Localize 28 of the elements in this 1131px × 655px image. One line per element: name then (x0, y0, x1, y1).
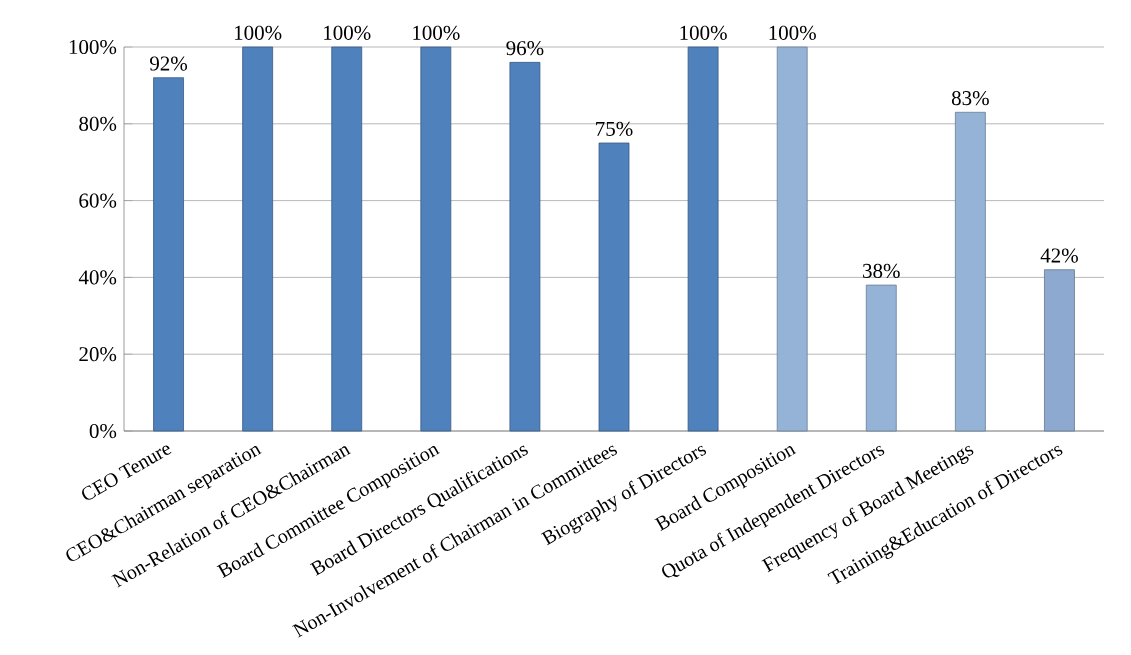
data-label: 100% (769, 25, 816, 40)
y-tick-label: 100% (69, 39, 117, 55)
data-label: 100% (680, 25, 727, 40)
bar (598, 142, 630, 432)
bar (331, 46, 363, 432)
y-tick-label: 60% (79, 193, 117, 208)
data-label: 92% (149, 56, 188, 71)
bar (153, 77, 184, 432)
y-tick-label: 0% (89, 423, 117, 439)
data-label: 100% (324, 25, 371, 40)
y-tick-label: 40% (78, 270, 117, 285)
bar (776, 46, 808, 432)
y-tick-label: 20% (79, 347, 117, 362)
bar (865, 284, 897, 432)
bar (509, 61, 541, 432)
bar (687, 46, 719, 432)
data-label: 75% (596, 121, 633, 136)
data-label: 42% (1040, 248, 1078, 263)
data-label: 83% (951, 90, 989, 106)
data-label: 96% (506, 41, 544, 56)
y-tick-label: 80% (79, 116, 117, 131)
bar (1044, 269, 1075, 432)
data-label: 38% (863, 263, 900, 279)
bar (242, 46, 274, 432)
bar (954, 111, 986, 432)
bar (420, 46, 452, 432)
data-label: 100% (234, 25, 282, 40)
data-label: 100% (413, 25, 460, 40)
